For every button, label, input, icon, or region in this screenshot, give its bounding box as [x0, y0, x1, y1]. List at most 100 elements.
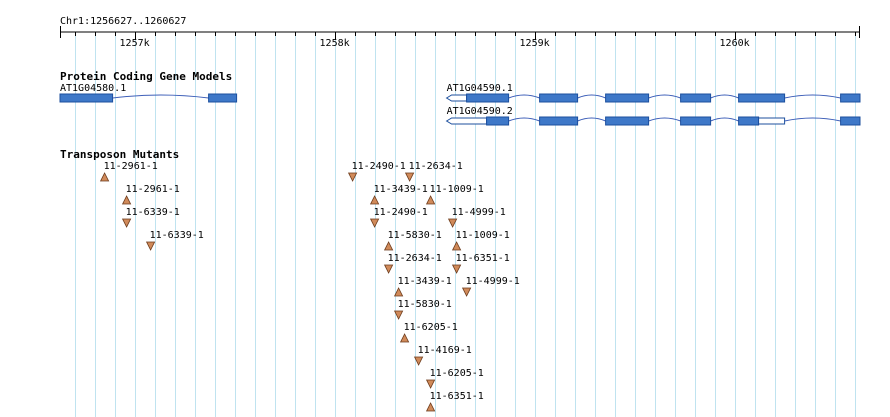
exon-block	[466, 93, 510, 103]
tick-label: 1260k	[720, 38, 750, 49]
gene-label: AT1G04580.1	[60, 83, 126, 94]
transposon-insertion[interactable]: 11-2634-1	[404, 161, 463, 182]
insertion-label: 11-2961-1	[126, 184, 180, 195]
gene-model[interactable]: AT1G04590.1	[445, 83, 861, 103]
exon-block	[208, 93, 238, 103]
insertion-up-triangle-icon	[451, 241, 462, 251]
gene-model[interactable]: AT1G04580.1	[59, 83, 238, 103]
insertion-label: 11-4169-1	[418, 345, 472, 356]
intron	[648, 117, 681, 122]
transposon-insertion[interactable]: 11-2634-1	[383, 253, 442, 274]
insertion-label: 11-6351-1	[456, 253, 510, 264]
insertion-up-triangle-icon	[399, 333, 410, 343]
insertion-label: 11-2634-1	[409, 161, 463, 172]
insertion-down-triangle-icon	[347, 172, 358, 182]
tick-label: 1258k	[320, 38, 350, 49]
transposon-insertion[interactable]: 11-2490-1	[369, 207, 428, 228]
transposon-insertion[interactable]: 11-4999-1	[461, 276, 520, 297]
intron	[577, 94, 606, 99]
exon-block	[840, 93, 861, 103]
insertion-label: 11-6351-1	[430, 391, 484, 402]
transposon-insertion[interactable]: 11-1009-1	[425, 184, 484, 205]
insertion-up-triangle-icon	[99, 172, 110, 182]
insertion-label: 11-5830-1	[398, 299, 452, 310]
exon-block	[840, 116, 861, 126]
transposon-insertion[interactable]: 11-6205-1	[425, 368, 484, 389]
utr-block	[445, 117, 488, 125]
gene-track-title: Protein Coding Gene Models	[60, 70, 232, 83]
gene-track: Protein Coding Gene Models AT1G04580.1 AT…	[59, 70, 861, 126]
insertion-down-triangle-icon	[425, 379, 436, 389]
insertion-label: 11-6205-1	[430, 368, 484, 379]
transposon-insertion[interactable]: 11-3439-1	[369, 184, 428, 205]
transposon-insertion[interactable]: 11-6339-1	[121, 207, 180, 228]
insertion-label: 11-3439-1	[374, 184, 428, 195]
insertion-label: 11-6205-1	[404, 322, 458, 333]
insertion-label: 11-1009-1	[456, 230, 510, 241]
insertion-down-triangle-icon	[145, 241, 156, 251]
insertion-label: 11-2634-1	[388, 253, 442, 264]
transposon-insertion[interactable]: 11-5830-1	[393, 299, 452, 320]
transposon-insertion[interactable]: 11-6339-1	[145, 230, 204, 251]
insertion-label: 11-2490-1	[374, 207, 428, 218]
ruler[interactable]: Chr1:1256627..1260627 1257k 1258k 1259k 126…	[60, 16, 860, 49]
insertion-down-triangle-icon	[404, 172, 415, 182]
transposon-track-title: Transposon Mutants	[60, 148, 179, 161]
exon-block	[738, 93, 786, 103]
utr-block	[758, 117, 786, 125]
transposon-insertion[interactable]: 11-4169-1	[413, 345, 472, 366]
exon-block	[539, 93, 579, 103]
gene-model[interactable]: AT1G04590.2	[445, 106, 861, 126]
intron	[784, 117, 841, 122]
exon-block	[605, 93, 650, 103]
insertion-down-triangle-icon	[447, 218, 458, 228]
insertion-up-triangle-icon	[383, 241, 394, 251]
insertion-label: 11-2490-1	[352, 161, 406, 172]
exon-block	[59, 93, 114, 103]
insertion-down-triangle-icon	[461, 287, 472, 297]
transposon-insertion[interactable]: 11-6351-1	[451, 253, 510, 274]
intron	[577, 117, 606, 122]
transposon-track: Transposon Mutants 11-2961-1 11-2961-1 11-…	[60, 148, 520, 412]
intron	[508, 117, 540, 122]
transposon-insertion[interactable]: 11-4999-1	[447, 207, 506, 228]
insertion-up-triangle-icon	[425, 195, 436, 205]
exon-block	[680, 93, 712, 103]
intron	[784, 94, 841, 99]
exon-block	[539, 116, 579, 126]
exon-block	[605, 116, 650, 126]
exon-block	[738, 116, 760, 126]
insertion-label: 11-3439-1	[398, 276, 452, 287]
location-label: Chr1:1256627..1260627	[60, 16, 186, 27]
intron	[112, 94, 209, 99]
grid-lines	[75, 32, 856, 417]
insertion-label: 11-1009-1	[430, 184, 484, 195]
insertion-label: 11-6339-1	[126, 207, 180, 218]
insertion-down-triangle-icon	[451, 264, 462, 274]
intron	[710, 117, 739, 122]
gene-label: AT1G04590.2	[447, 106, 513, 117]
transposon-insertion[interactable]: 11-2961-1	[121, 184, 180, 205]
transposon-insertion[interactable]: 11-5830-1	[383, 230, 442, 251]
insertion-label: 11-6339-1	[150, 230, 204, 241]
transposon-insertion[interactable]: 11-6351-1	[425, 391, 484, 412]
gene-label: AT1G04590.1	[447, 83, 513, 94]
transposon-insertion[interactable]: 11-2490-1	[347, 161, 406, 182]
insertion-label: 11-2961-1	[104, 161, 158, 172]
intron	[648, 94, 681, 99]
transposon-insertion[interactable]: 11-2961-1	[99, 161, 158, 182]
tick-label: 1259k	[520, 38, 550, 49]
transposon-insertion[interactable]: 11-1009-1	[451, 230, 510, 251]
intron	[508, 94, 540, 99]
exon-block	[680, 116, 712, 126]
transposon-insertion[interactable]: 11-3439-1	[393, 276, 452, 297]
insertion-down-triangle-icon	[383, 264, 394, 274]
transposon-insertion[interactable]: 11-6205-1	[399, 322, 458, 343]
tick-label: 1257k	[120, 38, 150, 49]
insertion-down-triangle-icon	[369, 218, 380, 228]
insertion-up-triangle-icon	[393, 287, 404, 297]
utr-block	[445, 94, 468, 102]
insertion-down-triangle-icon	[413, 356, 424, 366]
insertion-label: 11-4999-1	[466, 276, 520, 287]
insertion-down-triangle-icon	[393, 310, 404, 320]
